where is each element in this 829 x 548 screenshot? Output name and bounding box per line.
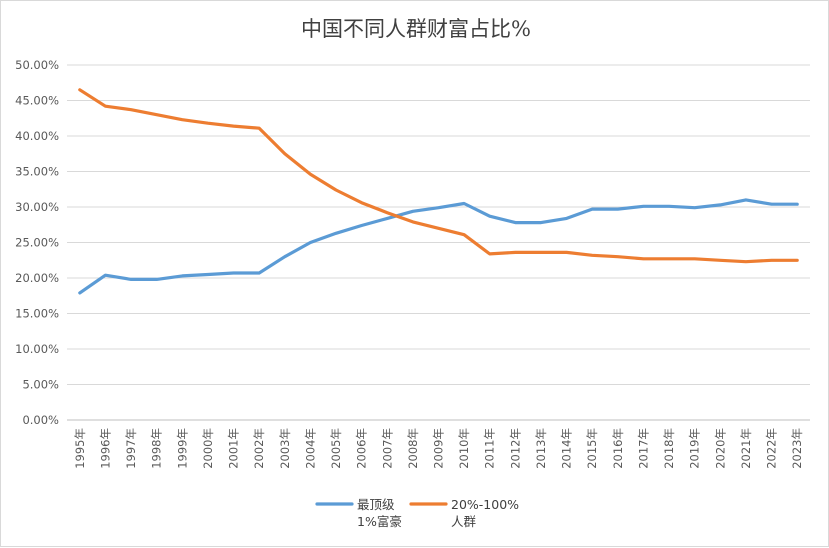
x-tick-label: 2010年 — [457, 428, 471, 469]
series-line-0 — [78, 198, 799, 295]
x-tick-label: 2006年 — [355, 428, 369, 469]
x-axis-tick-labels: 1995年 1996年 1997年 1998年 1999年 2000年 2001年 2002年… — [73, 428, 804, 469]
y-tick-label: 20.00% — [15, 271, 59, 285]
x-tick-label: 2018年 — [662, 428, 676, 469]
y-tick-label: 0.00% — [22, 413, 59, 427]
x-tick-label: 2014年 — [560, 428, 574, 469]
series-lines — [78, 88, 799, 295]
y-tick-label: 10.00% — [15, 342, 59, 356]
x-tick-label: 2004年 — [303, 428, 317, 469]
x-tick-label: 2023年 — [790, 428, 804, 469]
x-tick-label: 2011年 — [483, 428, 497, 469]
gridlines — [67, 64, 810, 421]
x-tick-label: 1996年 — [98, 428, 112, 469]
x-tick-label: 2003年 — [278, 428, 292, 469]
x-tick-label: 2001年 — [227, 428, 241, 469]
x-tick-label: 2005年 — [329, 428, 343, 469]
y-tick-label: 15.00% — [15, 307, 59, 321]
legend: 最顶级 1%富豪 20%-100% 人群 — [315, 497, 519, 529]
y-tick-label: 25.00% — [15, 236, 59, 250]
x-tick-label: 2020年 — [713, 428, 727, 469]
y-tick-label: 30.00% — [15, 200, 59, 214]
x-tick-label: 2007年 — [380, 428, 394, 469]
chart-title: 中国不同人群财富占比% — [301, 17, 531, 41]
legend-label: 最顶级 — [357, 497, 395, 512]
x-tick-label: 1999年 — [175, 428, 189, 469]
x-tick-label: 2000年 — [201, 428, 215, 469]
x-tick-label: 2017年 — [636, 428, 650, 469]
x-tick-label: 2013年 — [534, 428, 548, 469]
x-tick-label: 2016年 — [611, 428, 625, 469]
y-tick-label: 35.00% — [15, 165, 59, 179]
x-tick-label: 1995年 — [73, 428, 87, 469]
y-tick-label: 45.00% — [15, 94, 59, 108]
legend-label: 1%富豪 — [357, 514, 402, 529]
y-tick-label: 40.00% — [15, 129, 59, 143]
legend-label: 20%-100% — [451, 497, 519, 512]
x-tick-label: 2021年 — [739, 428, 753, 469]
x-tick-label: 2008年 — [406, 428, 420, 469]
x-tick-label: 2019年 — [688, 428, 702, 469]
x-tick-label: 2022年 — [765, 428, 779, 469]
x-tick-label: 2012年 — [508, 428, 522, 469]
y-tick-label: 50.00% — [15, 58, 59, 72]
y-tick-label: 5.00% — [22, 378, 59, 392]
x-tick-label: 2009年 — [432, 428, 446, 469]
y-axis-tick-labels: 0.00% 5.00% 10.00% 15.00% 20.00% 25.00% 30.00%… — [15, 58, 59, 427]
legend-label: 人群 — [451, 514, 477, 529]
x-tick-label: 2015年 — [585, 428, 599, 469]
x-tick-label: 2002年 — [252, 428, 266, 469]
x-tick-label: 1998年 — [150, 428, 164, 469]
x-tick-label: 1997年 — [124, 428, 138, 469]
series-line-1 — [78, 88, 799, 264]
